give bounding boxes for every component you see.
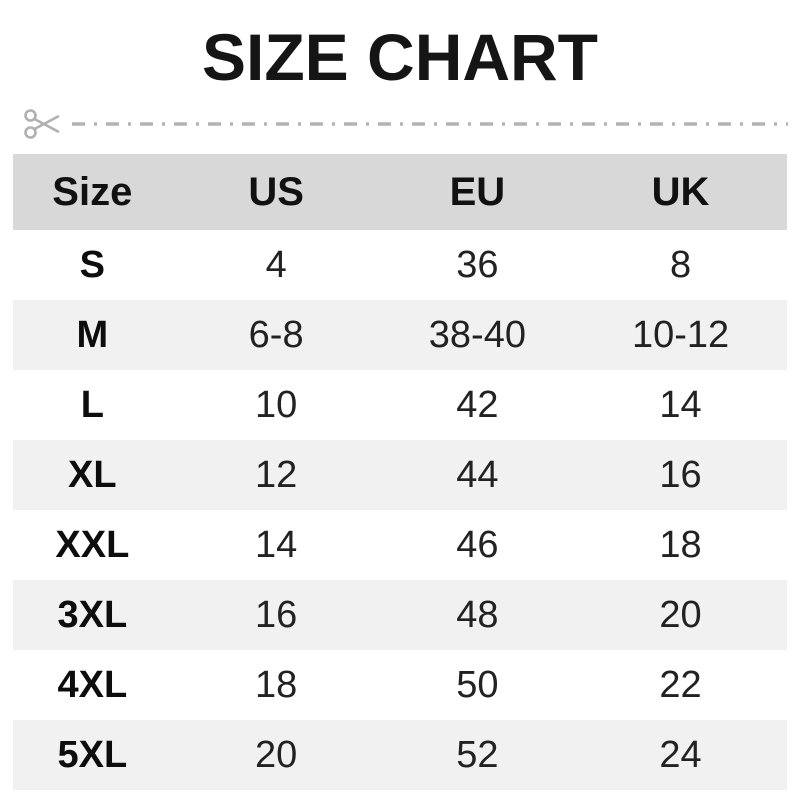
table-row: XXL 14 46 18	[13, 510, 787, 580]
eu-cell: 38-40	[428, 313, 526, 356]
table-row: S 4 36 8	[13, 230, 787, 300]
us-cell: 4	[265, 243, 287, 286]
eu-cell: 42	[456, 383, 499, 426]
size-cell: 5XL	[57, 733, 128, 776]
us-cell: 12	[255, 453, 298, 496]
size-cell: S	[79, 243, 105, 286]
uk-cell: 22	[659, 663, 702, 706]
eu-cell: 48	[456, 593, 499, 636]
us-cell: 10	[255, 383, 298, 426]
cut-line	[22, 106, 788, 142]
uk-cell: 16	[659, 453, 702, 496]
us-cell: 6-8	[248, 313, 304, 356]
column-header-eu: EU	[449, 169, 506, 214]
size-cell: 4XL	[57, 663, 128, 706]
column-header-us: US	[248, 169, 304, 214]
eu-cell: 44	[456, 453, 499, 496]
eu-cell: 46	[456, 523, 499, 566]
size-cell: XXL	[55, 523, 130, 566]
column-header-size: Size	[52, 169, 133, 214]
size-cell: XL	[68, 453, 117, 496]
size-cell: 3XL	[57, 593, 128, 636]
page-title: SIZE CHART	[202, 20, 598, 94]
table-body: S 4 36 8 M 6-8 38-40 10-12 L 10 42 14 XL…	[13, 230, 787, 790]
eu-cell: 36	[456, 243, 499, 286]
table-row: L 10 42 14	[13, 370, 787, 440]
table-header-row: Size US EU UK	[13, 154, 787, 230]
table-row: 3XL 16 48 20	[13, 580, 787, 650]
table-row: 5XL 20 52 24	[13, 720, 787, 790]
table-row: XL 12 44 16	[13, 440, 787, 510]
uk-cell: 24	[659, 733, 702, 776]
uk-cell: 8	[669, 243, 692, 286]
scissors-icon	[24, 109, 60, 139]
us-cell: 20	[255, 733, 298, 776]
dash-dot-line	[72, 122, 788, 126]
uk-cell: 14	[659, 383, 702, 426]
uk-cell: 20	[659, 593, 702, 636]
uk-cell: 18	[659, 523, 702, 566]
eu-cell: 50	[456, 663, 499, 706]
uk-cell: 10-12	[631, 313, 730, 356]
eu-cell: 52	[456, 733, 499, 776]
us-cell: 18	[255, 663, 298, 706]
us-cell: 16	[255, 593, 298, 636]
table-row: 4XL 18 50 22	[13, 650, 787, 720]
size-cell: M	[76, 313, 109, 356]
table-row: M 6-8 38-40 10-12	[13, 300, 787, 370]
us-cell: 14	[255, 523, 298, 566]
size-table: Size US EU UK S 4 36 8 M 6-8 38-40 10-12…	[13, 154, 787, 790]
column-header-uk: UK	[651, 169, 710, 214]
size-cell: L	[80, 383, 104, 426]
